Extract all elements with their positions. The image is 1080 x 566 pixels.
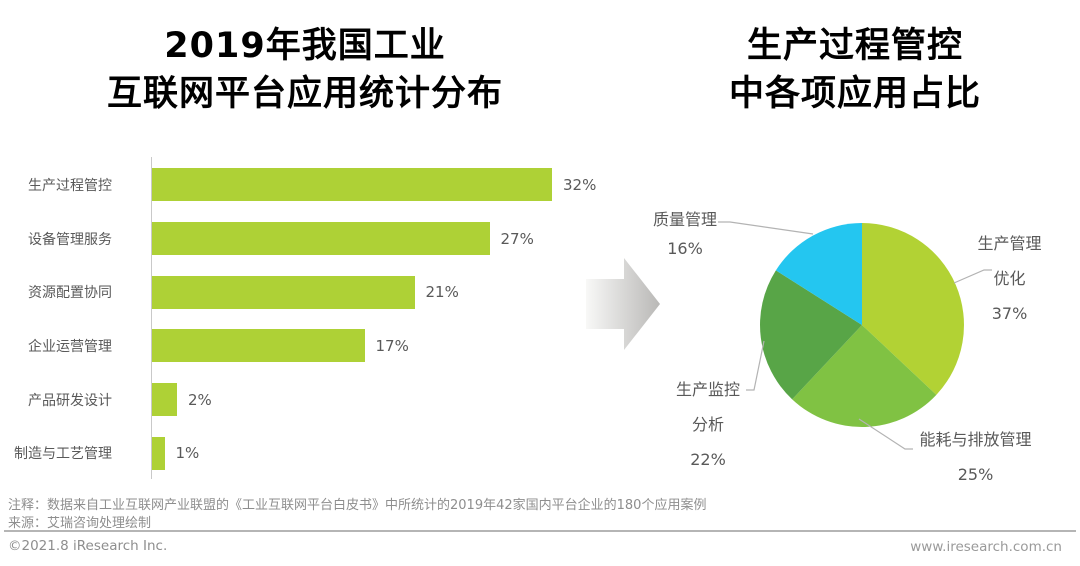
- bar-row: 资源配置协同 21%: [0, 265, 620, 319]
- bar-chart: 生产过程管控 32% 设备管理服务 27% 资源配置协同 21% 企业运营管理 17% 产品研发…: [0, 158, 620, 480]
- pie-label-optimize-name2: 优化: [993, 269, 1026, 288]
- pie-slice: [775, 223, 862, 325]
- footnote-note: 注释：数据来自工业互联网产业联盟的《工业互联网平台白皮书》中所统计的2019年4…: [8, 498, 707, 513]
- flow-arrow-icon: [586, 258, 660, 350]
- pie-label-energy-name: 能耗与排放管理: [919, 430, 1032, 449]
- bar-row: 制造与工艺管理 1%: [0, 426, 620, 480]
- copyright-text: ©2021.8 iResearch Inc.: [8, 538, 168, 554]
- pie-slice: [792, 325, 937, 427]
- bar-value-label: 21%: [425, 283, 459, 302]
- footer-divider: [4, 530, 1076, 532]
- bar-category-label: 设备管理服务: [28, 231, 112, 248]
- pie-label-monitor-value: 22%: [690, 450, 726, 469]
- bar: [152, 436, 165, 470]
- bar-row: 产品研发设计 2%: [0, 373, 620, 427]
- bar-chart-title: 2019年我国工业 互联网平台应用统计分布: [55, 22, 555, 118]
- bar: [152, 222, 490, 255]
- leader-line-energy: [858, 418, 913, 450]
- pie-chart-title-line1: 生产过程管控: [746, 26, 963, 66]
- pie-slice: [760, 270, 862, 400]
- pie-label-monitor-name2: 分析: [691, 415, 724, 434]
- pie-label-monitor-name1: 生产监控: [675, 380, 740, 399]
- pie-label-quality-value: 16%: [667, 239, 703, 258]
- bar: [152, 275, 415, 309]
- bar: [152, 329, 365, 363]
- pie-slice: [862, 223, 964, 395]
- pie-label-quality-name: 质量管理: [652, 210, 717, 229]
- bar-row: 生产过程管控 32%: [0, 158, 620, 212]
- bar-value-label: 2%: [188, 390, 212, 409]
- pie-label-optimize: 生产管理 优化 37%: [962, 226, 1057, 331]
- pie-chart: [718, 221, 992, 450]
- bar: [152, 168, 552, 202]
- bar-chart-title-line1: 2019年我国工业: [164, 26, 446, 66]
- bar-value-label: 1%: [175, 444, 200, 463]
- bar-row: 设备管理服务 27%: [0, 212, 620, 266]
- bar-value-label: 32%: [563, 175, 597, 194]
- leader-line-monitor: [746, 340, 765, 391]
- bar-category-label: 产品研发设计: [28, 392, 112, 409]
- website-url: www.iresearch.com.cn: [910, 539, 1062, 555]
- bar-value-label: 27%: [500, 229, 534, 248]
- bar-category-label: 生产过程管控: [28, 177, 112, 194]
- pie-label-monitor: 生产监控 分析 22%: [663, 372, 753, 477]
- bar-value-label: 17%: [375, 336, 409, 355]
- leader-line-optimize: [953, 269, 992, 284]
- bar-chart-title-line2: 互联网平台应用统计分布: [106, 74, 503, 114]
- pie-chart-title: 生产过程管控 中各项应用占比: [655, 22, 1055, 118]
- footnote-source: 来源：艾瑞咨询处理绘制: [8, 516, 152, 531]
- bar-category-label: 资源配置协同: [28, 285, 112, 302]
- pie-label-energy-value: 25%: [957, 465, 994, 484]
- pie-label-optimize-value: 37%: [991, 304, 1028, 323]
- bar-category-label: 企业运营管理: [28, 338, 112, 355]
- bar-row: 企业运营管理 17%: [0, 319, 620, 373]
- pie-label-energy: 能耗与排放管理 25%: [898, 422, 1053, 492]
- bar-axis-line: [151, 157, 152, 479]
- pie-chart-title-line2: 中各项应用占比: [728, 74, 981, 114]
- pie-label-quality: 质量管理 16%: [646, 205, 724, 263]
- pie-label-optimize-name1: 生产管理: [977, 234, 1042, 253]
- bar: [152, 383, 177, 417]
- bar-category-label: 制造与工艺管理: [14, 446, 112, 463]
- leader-line-quality: [718, 221, 814, 235]
